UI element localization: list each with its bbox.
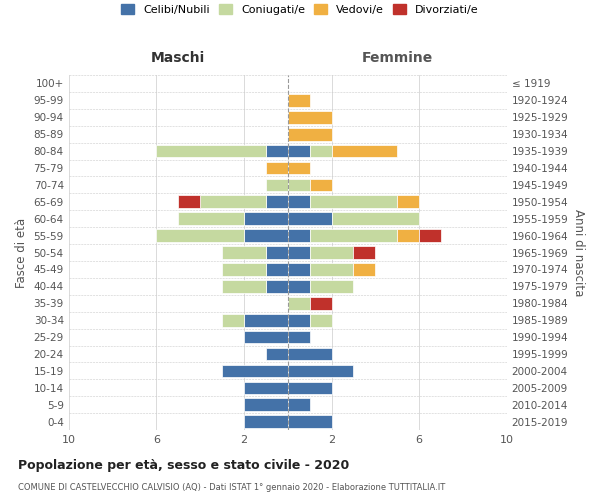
Bar — [266, 196, 287, 208]
Bar — [287, 348, 331, 360]
Text: Maschi: Maschi — [151, 51, 205, 65]
Bar — [178, 196, 200, 208]
Bar — [266, 348, 287, 360]
Bar — [310, 246, 353, 259]
Bar — [287, 314, 310, 326]
Bar — [287, 398, 310, 411]
Text: Femmine: Femmine — [362, 51, 433, 65]
Bar — [287, 416, 331, 428]
Bar — [244, 331, 287, 344]
Bar — [156, 145, 266, 158]
Bar — [266, 263, 287, 276]
Bar — [287, 263, 310, 276]
Bar — [244, 230, 287, 242]
Bar — [287, 331, 310, 344]
Y-axis label: Fasce di età: Fasce di età — [15, 218, 28, 288]
Bar — [287, 94, 310, 106]
Bar — [310, 145, 331, 158]
Bar — [353, 263, 376, 276]
Bar — [310, 314, 331, 326]
Bar — [419, 230, 441, 242]
Bar — [331, 145, 397, 158]
Text: COMUNE DI CASTELVECCHIO CALVISIO (AQ) - Dati ISTAT 1° gennaio 2020 - Elaborazion: COMUNE DI CASTELVECCHIO CALVISIO (AQ) - … — [18, 484, 445, 492]
Bar — [310, 297, 331, 310]
Bar — [310, 196, 397, 208]
Bar — [287, 162, 310, 174]
Bar — [331, 212, 419, 225]
Bar — [310, 230, 397, 242]
Bar — [287, 297, 310, 310]
Bar — [397, 196, 419, 208]
Legend: Celibi/Nubili, Coniugati/e, Vedovi/e, Divorziati/e: Celibi/Nubili, Coniugati/e, Vedovi/e, Di… — [118, 0, 482, 18]
Bar — [266, 162, 287, 174]
Bar — [244, 382, 287, 394]
Bar — [266, 178, 287, 192]
Bar — [156, 230, 244, 242]
Text: Popolazione per età, sesso e stato civile - 2020: Popolazione per età, sesso e stato civil… — [18, 460, 349, 472]
Bar — [287, 178, 310, 192]
Bar — [310, 178, 331, 192]
Bar — [178, 212, 244, 225]
Bar — [287, 280, 310, 292]
Bar — [287, 246, 310, 259]
Bar — [244, 398, 287, 411]
Bar — [266, 280, 287, 292]
Bar — [244, 314, 287, 326]
Bar — [244, 212, 287, 225]
Bar — [200, 196, 266, 208]
Bar — [222, 263, 266, 276]
Bar — [310, 280, 353, 292]
Bar — [222, 246, 266, 259]
Bar — [287, 128, 331, 140]
Bar — [287, 364, 353, 378]
Bar — [244, 416, 287, 428]
Bar — [222, 280, 266, 292]
Bar — [310, 263, 353, 276]
Bar — [266, 246, 287, 259]
Bar — [222, 314, 244, 326]
Bar — [397, 230, 419, 242]
Bar — [287, 145, 310, 158]
Bar — [287, 111, 331, 124]
Bar — [287, 382, 331, 394]
Bar — [287, 196, 310, 208]
Bar — [266, 145, 287, 158]
Bar — [287, 212, 331, 225]
Bar — [287, 230, 310, 242]
Bar — [222, 364, 287, 378]
Bar — [353, 246, 376, 259]
Y-axis label: Anni di nascita: Anni di nascita — [572, 209, 585, 296]
